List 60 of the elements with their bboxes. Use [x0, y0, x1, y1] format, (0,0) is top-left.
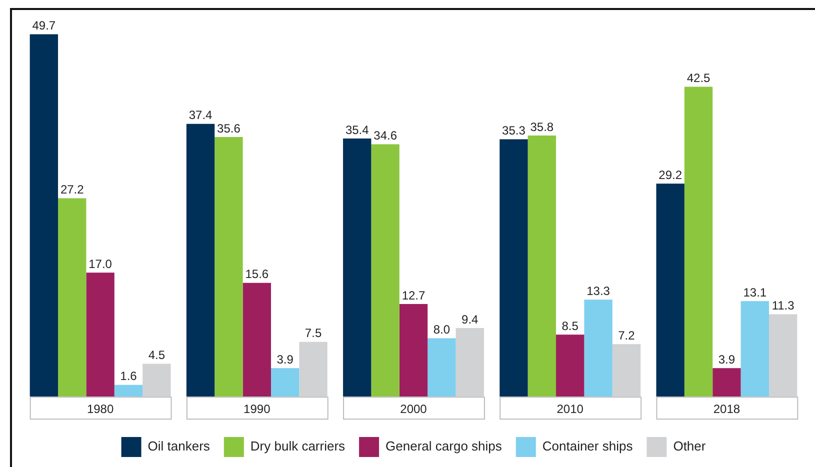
- legend-label: General cargo ships: [386, 438, 502, 454]
- data-label: 7.5: [304, 326, 322, 340]
- data-label: 15.6: [245, 267, 269, 282]
- legend-label: Dry bulk carriers: [250, 438, 346, 454]
- bar: [242, 282, 271, 397]
- data-label: 8.5: [562, 318, 579, 333]
- data-label: 3.9: [718, 352, 736, 366]
- data-label: 29.2: [658, 168, 682, 182]
- x-tick-label: 2000: [400, 402, 428, 416]
- bar: [86, 272, 114, 397]
- bar: [428, 338, 456, 397]
- x-tick-label: 2010: [556, 402, 584, 416]
- bar: [371, 144, 400, 397]
- data-label: 12.7: [402, 288, 426, 302]
- bar: [456, 328, 484, 397]
- bar: [768, 314, 798, 397]
- bar: [214, 137, 243, 397]
- data-label: 9.4: [462, 312, 479, 326]
- bar: [584, 300, 612, 397]
- bar: [612, 344, 641, 397]
- data-label: 1.6: [120, 369, 138, 384]
- data-label: 42.5: [686, 71, 711, 86]
- bar: [142, 364, 171, 397]
- bar: [500, 139, 528, 397]
- bar: [740, 301, 769, 397]
- bar: [556, 334, 584, 397]
- bar: [114, 384, 143, 397]
- data-label: 37.4: [188, 108, 213, 122]
- bar: [58, 198, 86, 397]
- data-label: 35.4: [345, 122, 370, 137]
- bar: [712, 368, 741, 397]
- data-label: 35.6: [217, 121, 241, 136]
- data-label: 7.2: [618, 328, 636, 342]
- bar: [656, 184, 684, 397]
- data-label: 35.8: [530, 120, 554, 134]
- bar: [528, 136, 556, 397]
- data-label: 13.1: [743, 285, 767, 300]
- legend-label: Container ships: [542, 438, 634, 454]
- bar: [399, 304, 428, 397]
- bar: [343, 138, 372, 397]
- bar: [684, 86, 713, 397]
- x-tick-label: 1980: [86, 402, 114, 416]
- data-label: 34.6: [374, 128, 398, 143]
- data-label: 49.7: [32, 18, 56, 32]
- bar: [30, 34, 58, 397]
- data-label: 17.0: [88, 256, 112, 271]
- data-label: 13.3: [586, 284, 610, 298]
- x-tick-label: 1990: [244, 402, 271, 416]
- data-label: 3.9: [276, 352, 294, 366]
- legend-label: Other: [673, 438, 706, 454]
- data-label: 27.2: [60, 182, 84, 197]
- data-label: 35.3: [502, 124, 526, 138]
- bar: [270, 368, 300, 397]
- bar: [299, 342, 328, 397]
- data-label: 11.3: [772, 298, 795, 313]
- x-tick-label: 2018: [713, 402, 740, 416]
- bar: [186, 124, 215, 397]
- legend-label: Oil tankers: [148, 438, 210, 454]
- data-label: 4.5: [148, 348, 166, 362]
- data-label: 8.0: [433, 322, 450, 337]
